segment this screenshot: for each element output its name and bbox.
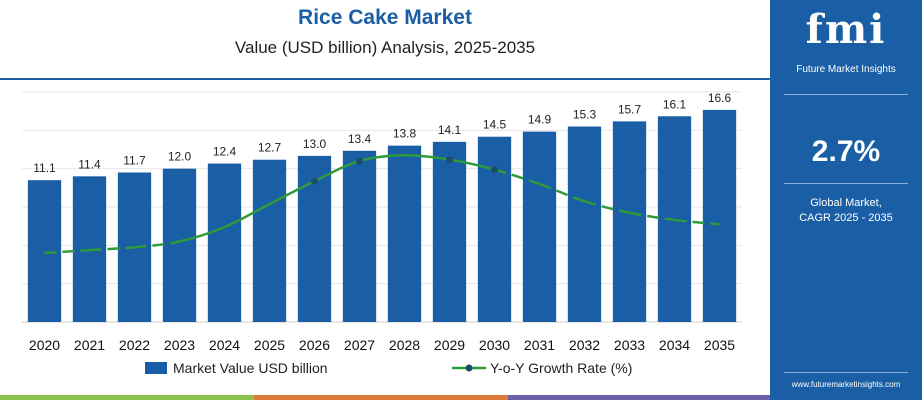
bar-2028 [387, 145, 422, 322]
sidebar-divider-top [784, 94, 908, 95]
legend-line-swatch [452, 364, 486, 372]
sidebar-divider-middle [784, 183, 908, 184]
x-tick-label-2022: 2022 [119, 337, 150, 353]
growth-line-segment-2027 [359, 154, 405, 163]
logo-tagline: Future Market Insights [796, 64, 896, 75]
bar-2024 [207, 163, 242, 322]
chart-area: 11.1 11.4 11.7 12.0 12.4 12.7 13.0 13.4 13.8 14.1… [22, 91, 742, 353]
bar-value-label-2035: 16.6 [708, 91, 732, 105]
growth-line-segment-2031 [539, 182, 585, 203]
growth-line-segment-2023 [179, 225, 225, 243]
chart-legend: Market Value USD billion Y-o-Y Growth Ra… [0, 360, 770, 382]
x-tick-label-2025: 2025 [254, 337, 285, 353]
x-tick-label-2034: 2034 [659, 337, 690, 353]
bar-value-label-2027: 13.4 [348, 132, 372, 146]
cagr-label-line2: CAGR 2025 - 2035 [799, 212, 893, 224]
growth-line-segment-2021 [89, 246, 135, 252]
x-tick-label-2033: 2033 [614, 337, 645, 353]
bar-value-label-2023: 12.0 [168, 150, 192, 164]
growth-line-segment-2020 [44, 248, 90, 255]
growth-line-segment-2028 [404, 153, 450, 161]
bar-2029 [432, 141, 467, 322]
growth-point-2026 [311, 177, 318, 185]
bar-2035 [702, 109, 737, 322]
x-tick-label-2029: 2029 [434, 337, 465, 353]
bar-2023 [162, 168, 197, 322]
legend-label-market-value: Market Value USD billion [173, 360, 328, 376]
growth-line-segment-2029 [449, 158, 495, 171]
sidebar-divider-bottom [784, 372, 908, 373]
x-tick-label-2023: 2023 [164, 337, 195, 353]
bar-value-label-2033: 15.7 [618, 102, 642, 116]
bar-value-label-2034: 16.1 [663, 97, 687, 111]
chart-subtitle: Value (USD billion) Analysis, 2025-2035 [234, 38, 536, 57]
legend-item-growth-rate: Y-o-Y Growth Rate (%) [452, 360, 632, 376]
growth-line-segment-2030 [494, 168, 540, 186]
bar-2027 [342, 150, 377, 322]
bar-value-label-2032: 15.3 [573, 108, 597, 122]
x-tick-label-2026: 2026 [299, 337, 330, 353]
bar-value-label-2021: 11.4 [78, 157, 101, 171]
x-tick-label-2035: 2035 [704, 337, 735, 353]
growth-line-segment-2022 [134, 240, 180, 249]
growth-line-segment-2026 [313, 159, 360, 183]
bar-value-label-2026: 13.0 [303, 137, 327, 151]
fmi-logo: fmi [805, 6, 887, 53]
bottom-color-strip [0, 395, 770, 400]
x-tick-label-2024: 2024 [209, 337, 240, 353]
bar-value-label-2031: 14.9 [528, 113, 552, 127]
chart-title: Rice Cake Market [298, 6, 472, 29]
bar-value-label-2025: 12.7 [258, 141, 282, 155]
bar-value-label-2024: 12.4 [213, 145, 237, 159]
title-divider [0, 78, 770, 80]
bar-value-label-2022: 11.7 [123, 154, 146, 168]
bar-2025 [252, 159, 287, 322]
x-tick-label-2027: 2027 [344, 337, 375, 353]
sidebar-panel: fmi Future Market Insights 2.7% Global M… [770, 0, 922, 400]
growth-point-2029 [446, 156, 453, 164]
bar-value-label-2029: 14.1 [438, 123, 462, 137]
cagr-label: Global Market, CAGR 2025 - 2035 [770, 196, 922, 226]
x-tick-label-2031: 2031 [524, 337, 555, 353]
x-tick-label-2028: 2028 [389, 337, 420, 353]
growth-point-2030 [491, 166, 498, 174]
growth-point-2027 [356, 157, 363, 165]
legend-item-market-value: Market Value USD billion [145, 360, 328, 376]
bar-value-label-2028: 13.8 [393, 127, 417, 141]
x-tick-label-2032: 2032 [569, 337, 600, 353]
growth-line-segment-2032 [584, 200, 630, 214]
legend-label-growth-rate: Y-o-Y Growth Rate (%) [490, 360, 633, 376]
growth-line-segment-2034 [674, 218, 720, 226]
bar-value-label-2020: 11.1 [33, 161, 56, 175]
bar-2031 [522, 131, 557, 322]
cagr-label-line1: Global Market, [810, 197, 882, 209]
bar-2020 [27, 180, 62, 322]
bar-2032 [567, 126, 602, 322]
bar-2033 [612, 121, 647, 322]
website-link[interactable]: www.futuremarketinsights.com [791, 380, 901, 389]
x-tick-label-2030: 2030 [479, 337, 510, 353]
growth-line-segment-2025 [268, 179, 316, 206]
x-tick-label-2020: 2020 [29, 337, 60, 353]
bar-value-label-2030: 14.5 [483, 118, 507, 132]
growth-line-segment-2033 [629, 211, 675, 222]
cagr-value: 2.7% [811, 135, 881, 168]
growth-line-segment-2024 [224, 203, 271, 229]
bar-2030 [477, 136, 512, 322]
legend-bar-swatch [145, 362, 167, 374]
x-tick-label-2021: 2021 [74, 337, 105, 353]
